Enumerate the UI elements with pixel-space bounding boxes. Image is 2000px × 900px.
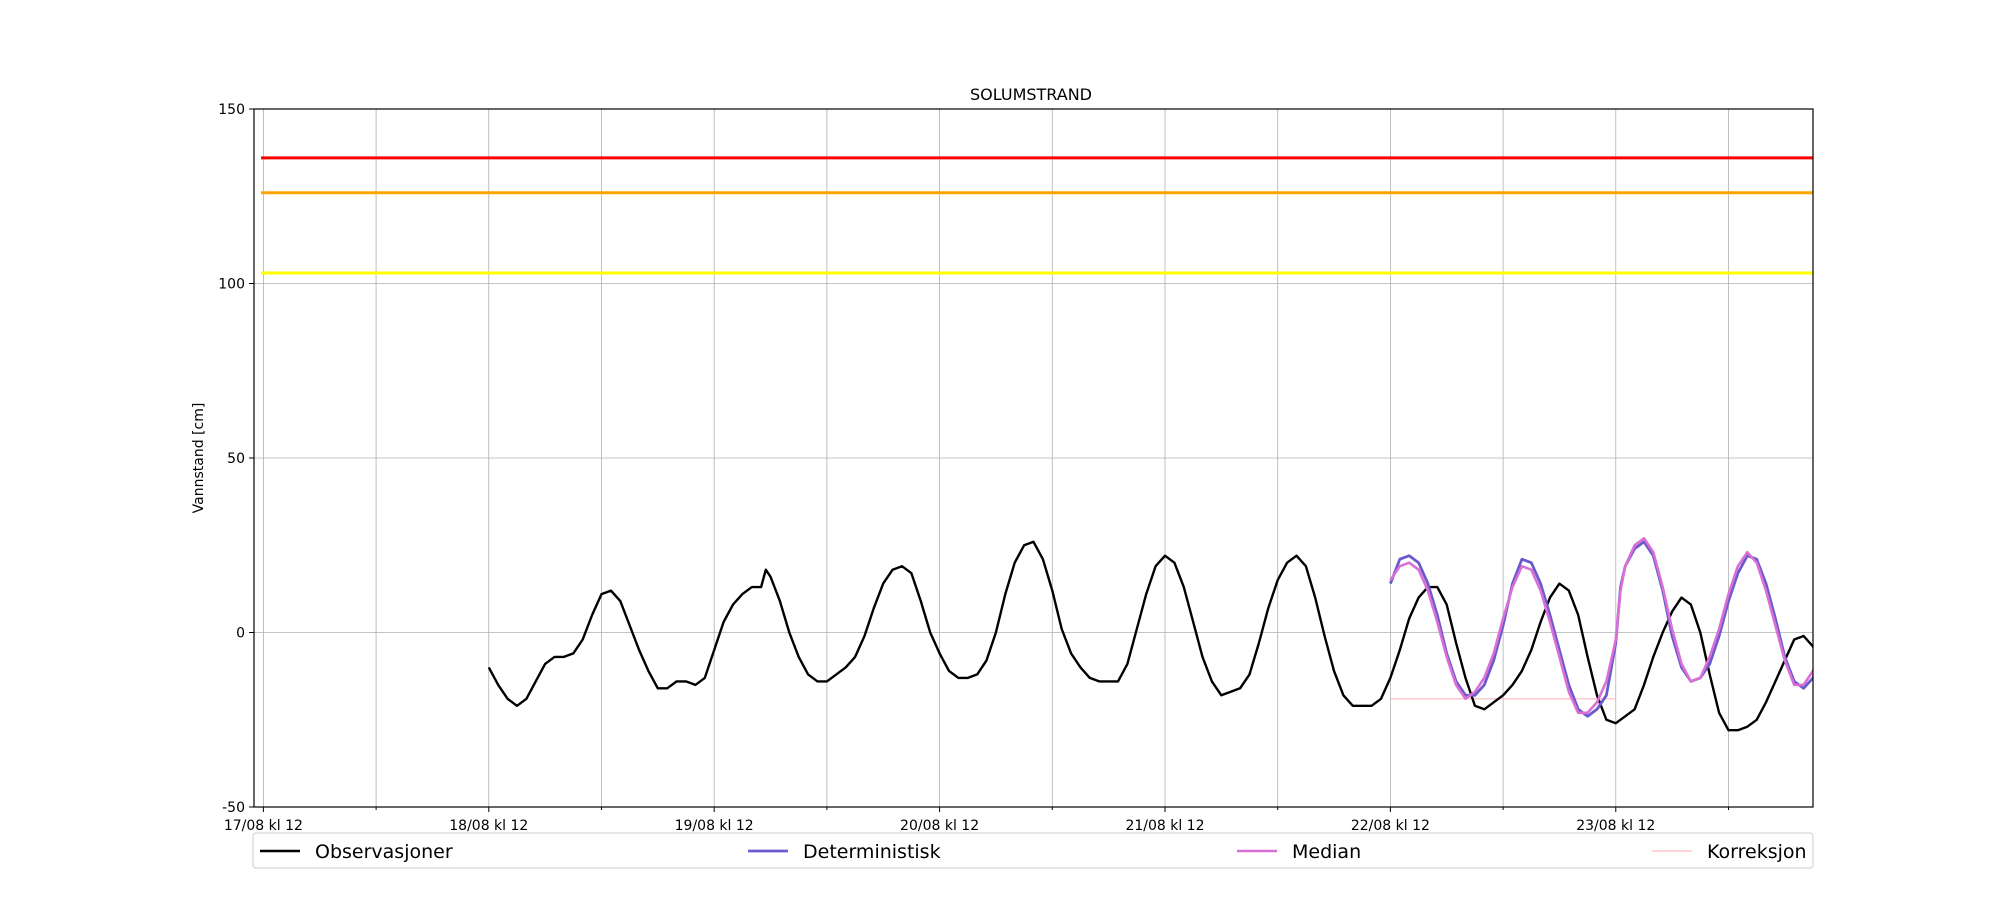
legend-label-median: Median bbox=[1292, 841, 1361, 863]
x-tick-label: 19/08 kl 12 bbox=[675, 818, 754, 834]
series-lines bbox=[487, 537, 1813, 732]
legend-frame bbox=[252, 832, 1814, 869]
grid bbox=[254, 108, 1813, 808]
series-line-deterministisk bbox=[1389, 540, 1813, 718]
chart-title: SOLUMSTRAND bbox=[970, 85, 1092, 104]
series-line-median bbox=[1389, 537, 1813, 715]
x-tick-label: 18/08 kl 12 bbox=[449, 818, 528, 834]
y-tick-label: 50 bbox=[227, 451, 245, 467]
y-axis-ticks: -50 0 50 100 150 bbox=[218, 102, 254, 816]
legend-label-observasjoner: Observasjoner bbox=[315, 841, 453, 863]
y-tick-label: 150 bbox=[218, 102, 245, 118]
x-tick-label: 20/08 kl 12 bbox=[900, 818, 979, 834]
x-tick-label: 23/08 kl 12 bbox=[1576, 818, 1655, 834]
legend-label-korreksjon: Korreksjon bbox=[1707, 841, 1807, 863]
x-tick-label: 21/08 kl 12 bbox=[1125, 818, 1204, 834]
y-tick-label: 0 bbox=[236, 626, 245, 642]
x-tick-label: 22/08 kl 12 bbox=[1351, 818, 1430, 834]
legend-label-deterministisk: Deterministisk bbox=[803, 841, 941, 863]
x-tick-label: 17/08 kl 12 bbox=[224, 818, 303, 834]
y-axis-label: Vannstand [cm] bbox=[191, 403, 207, 514]
legend: Observasjoner Deterministisk Median Korreks… bbox=[252, 832, 1814, 869]
y-tick-label: 100 bbox=[218, 277, 245, 293]
series-line-observasjoner bbox=[487, 540, 1813, 732]
y-tick-label: -50 bbox=[222, 800, 245, 816]
threshold-lines bbox=[261, 156, 1813, 275]
x-axis-ticks: 17/08 kl 12 18/08 kl 12 19/08 kl 12 20/08 k… bbox=[224, 807, 1729, 834]
